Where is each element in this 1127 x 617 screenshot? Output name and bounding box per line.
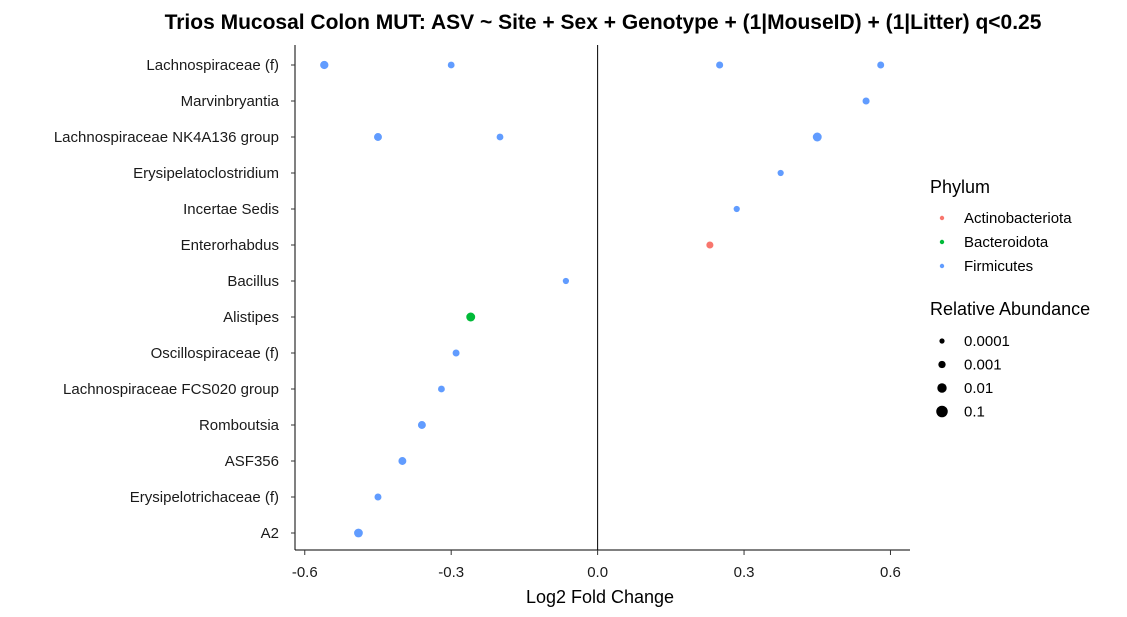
data-point (706, 241, 714, 249)
data-point (354, 528, 363, 538)
data-point (417, 421, 426, 429)
legend-size-label: 0.0001 (964, 333, 1010, 350)
data-point (452, 349, 460, 357)
y-tick-label: Bacillus (227, 273, 279, 290)
x-tick-label: 0.6 (880, 564, 901, 581)
y-tick-label: Incertae Sedis (183, 201, 279, 218)
legend-size-label: 0.001 (964, 357, 1002, 374)
legend-size-label: 0.01 (964, 380, 993, 397)
legend-phylum-swatch (939, 263, 945, 269)
data-point (733, 205, 740, 213)
data-point (438, 385, 445, 393)
legend-phylum-title: Phylum (930, 177, 990, 197)
legend-size-swatch (938, 360, 946, 369)
data-point (562, 277, 569, 285)
legend: Phylum Relative Abundance Actinobacterio… (930, 177, 1090, 421)
legend-size-swatch (939, 338, 945, 344)
y-tick-label: Romboutsia (199, 417, 280, 434)
legend-size-swatch (937, 383, 947, 393)
data-point (777, 169, 784, 177)
y-tick-label: Erysipelotrichaceae (f) (130, 489, 279, 506)
y-tick-label: Oscillospiraceae (f) (151, 345, 279, 362)
legend-size-label: 0.1 (964, 404, 985, 421)
legend-phylum-swatch (939, 215, 945, 221)
data-point (877, 61, 885, 69)
data-point (320, 60, 329, 70)
y-tick-label: ASF356 (225, 453, 279, 470)
legend-phylum-label: Firmicutes (964, 258, 1033, 275)
data-point (862, 97, 870, 105)
data-point (398, 457, 407, 465)
legend-phylum-label: Actinobacteriota (964, 210, 1072, 227)
data-point (716, 61, 724, 69)
x-axis-title: Log2 Fold Change (526, 587, 674, 607)
y-tick-label: Lachnospiraceae FCS020 group (63, 381, 279, 398)
data-point (447, 61, 455, 69)
data-point (812, 132, 822, 142)
y-tick-label: Lachnospiraceae (f) (146, 57, 279, 74)
y-tick-label: Alistipes (223, 309, 279, 326)
y-tick-label: Lachnospiraceae NK4A136 group (54, 129, 279, 146)
legend-size-title: Relative Abundance (930, 299, 1090, 319)
legend-size-swatch (936, 405, 948, 418)
x-tick-label: -0.6 (292, 564, 318, 581)
data-point (496, 133, 504, 141)
x-tick-label: 0.0 (587, 564, 608, 581)
y-tick-label: Erysipelatoclostridium (133, 165, 279, 182)
legend-phylum-label: Bacteroidota (964, 234, 1049, 251)
y-tick-label: Marvinbryantia (181, 93, 280, 110)
axes: Lachnospiraceae (f) Marvinbryantia Lachnos… (54, 45, 910, 581)
data-point (374, 493, 382, 501)
plot-area (320, 60, 885, 538)
y-tick-label: Enterorhabdus (181, 237, 279, 254)
chart-title: Trios Mucosal Colon MUT: ASV ~ Site + Se… (165, 11, 1042, 34)
data-point (374, 133, 382, 141)
legend-phylum-swatch (939, 239, 945, 245)
x-tick-label: 0.3 (734, 564, 755, 581)
y-tick-label: A2 (261, 525, 279, 542)
data-point (466, 312, 476, 322)
x-tick-label: -0.3 (438, 564, 464, 581)
